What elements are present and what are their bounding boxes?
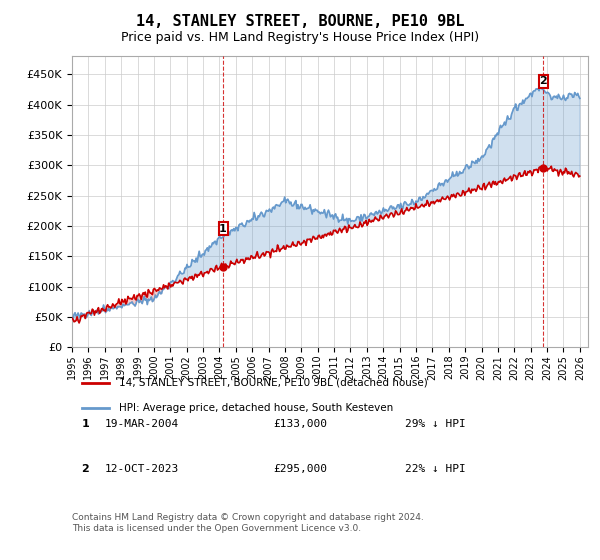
Text: This data is licensed under the Open Government Licence v3.0.: This data is licensed under the Open Gov…: [72, 524, 361, 533]
Text: 19-MAR-2004: 19-MAR-2004: [105, 419, 179, 429]
Text: 12-OCT-2023: 12-OCT-2023: [105, 464, 179, 474]
Text: £295,000: £295,000: [273, 464, 327, 474]
Text: 22% ↓ HPI: 22% ↓ HPI: [405, 464, 466, 474]
Text: 14, STANLEY STREET, BOURNE, PE10 9BL: 14, STANLEY STREET, BOURNE, PE10 9BL: [136, 14, 464, 29]
Text: 2: 2: [539, 76, 547, 86]
Text: 1: 1: [82, 419, 89, 429]
Text: Contains HM Land Registry data © Crown copyright and database right 2024.: Contains HM Land Registry data © Crown c…: [72, 513, 424, 522]
FancyBboxPatch shape: [539, 74, 548, 88]
FancyBboxPatch shape: [218, 222, 227, 235]
Text: 14, STANLEY STREET, BOURNE, PE10 9BL (detached house): 14, STANLEY STREET, BOURNE, PE10 9BL (de…: [119, 378, 428, 388]
Text: 1: 1: [219, 223, 227, 234]
Text: HPI: Average price, detached house, South Kesteven: HPI: Average price, detached house, Sout…: [119, 403, 393, 413]
Text: £133,000: £133,000: [273, 419, 327, 429]
Text: Price paid vs. HM Land Registry's House Price Index (HPI): Price paid vs. HM Land Registry's House …: [121, 31, 479, 44]
Text: 29% ↓ HPI: 29% ↓ HPI: [405, 419, 466, 429]
Text: 2: 2: [82, 464, 89, 474]
